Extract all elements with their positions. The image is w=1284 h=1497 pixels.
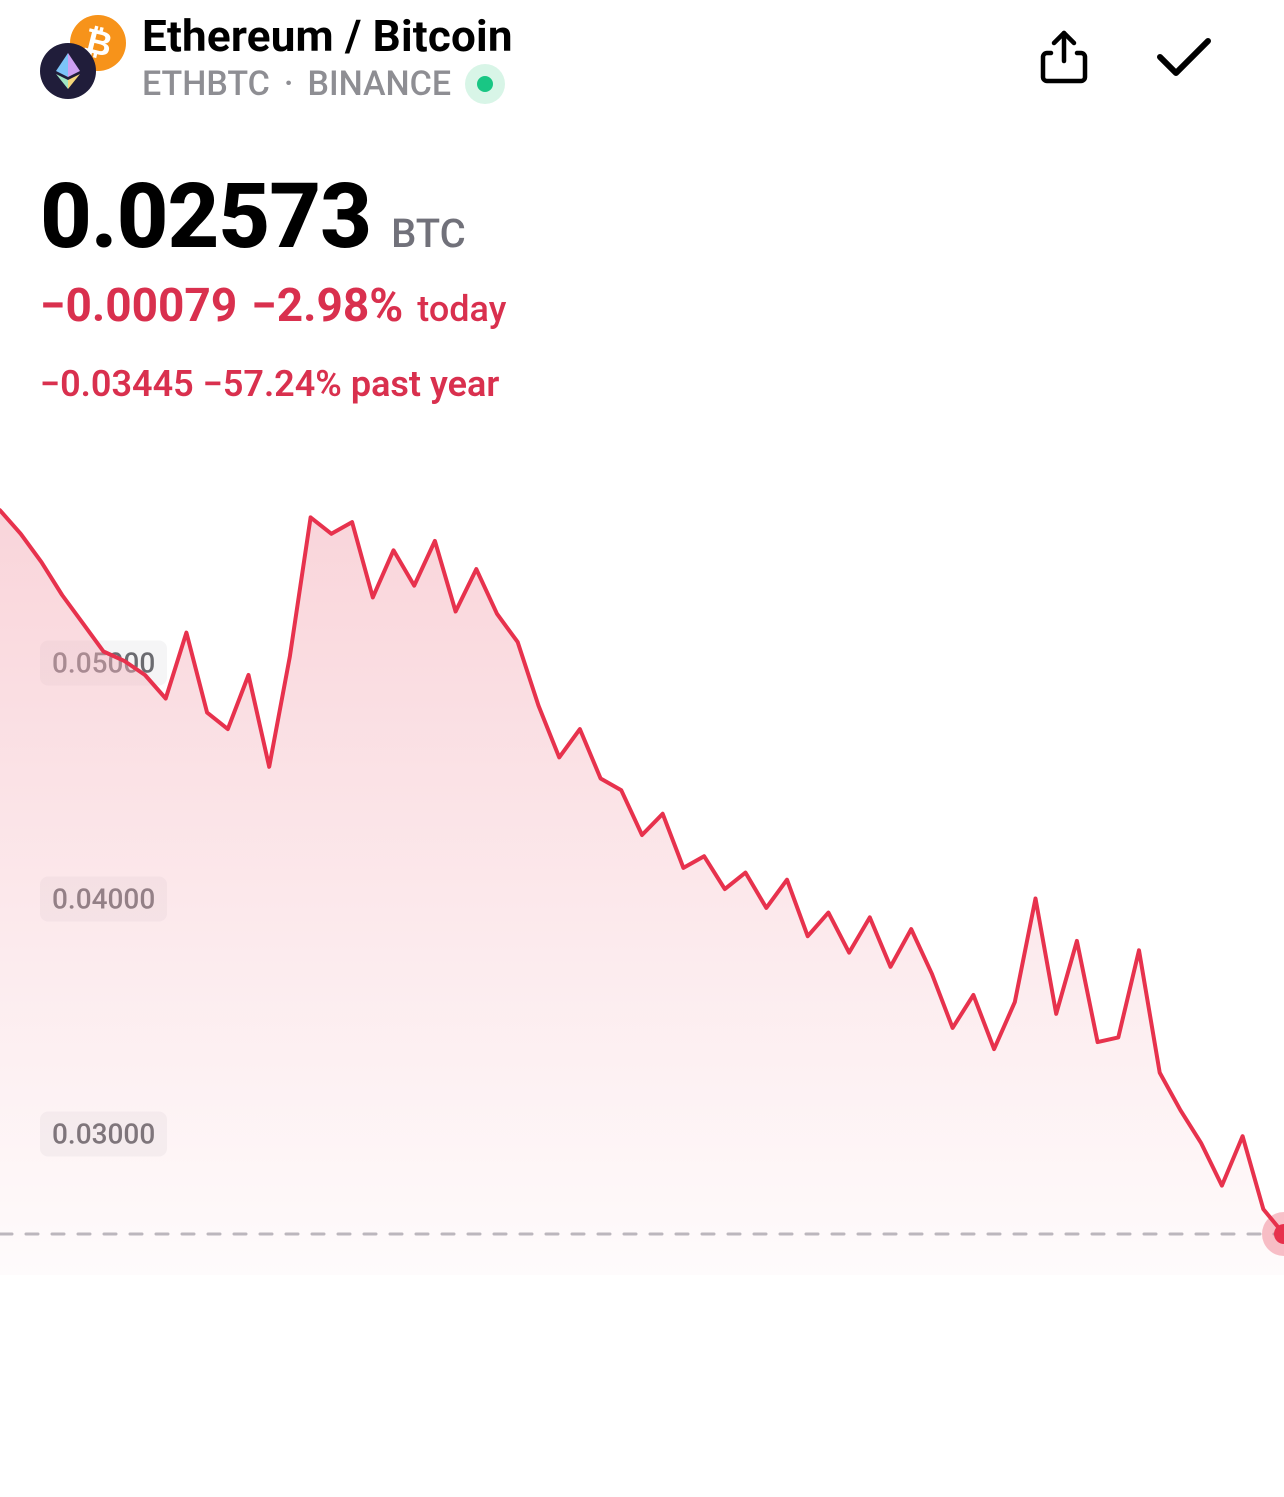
confirm-button[interactable]	[1154, 27, 1214, 87]
separator-dot: ·	[284, 64, 294, 104]
share-icon	[1039, 29, 1089, 85]
pair-symbol: ETHBTC	[142, 64, 270, 104]
pair-subtitle: ETHBTC · BINANCE	[142, 64, 1034, 104]
change-today-label: today	[417, 288, 506, 330]
chart-endpoint	[1274, 1224, 1284, 1244]
header-actions	[1034, 27, 1214, 87]
change-today-pct: −2.98%	[251, 279, 403, 333]
price-row: 0.02573 BTC	[40, 164, 1244, 269]
change-today-abs: −0.00079	[40, 279, 237, 333]
market-status-dot	[477, 76, 493, 92]
price-unit: BTC	[391, 210, 466, 257]
market-status-badge	[465, 64, 505, 104]
change-past-year: −0.03445 −57.24% past year	[40, 363, 1244, 405]
ethereum-icon	[40, 43, 96, 99]
pair-logo: ₿	[40, 15, 130, 99]
current-price: 0.02573	[40, 164, 371, 269]
change-year-pct: −57.24%	[203, 363, 342, 405]
price-stats: 0.02573 BTC −0.00079 −2.98% today −0.034…	[0, 104, 1284, 405]
exchange-name: BINANCE	[308, 64, 452, 104]
title-block: Ethereum / Bitcoin ETHBTC · BINANCE	[142, 10, 1034, 104]
change-year-label: past year	[351, 363, 499, 405]
change-year-abs: −0.03445	[40, 363, 194, 405]
price-chart[interactable]: 0.050000.040000.03000	[0, 475, 1284, 1275]
ethereum-glyph	[55, 51, 81, 91]
chart-area-fill	[0, 510, 1284, 1275]
share-button[interactable]	[1034, 27, 1094, 87]
change-today: −0.00079 −2.98% today	[40, 279, 1244, 333]
pair-title: Ethereum / Bitcoin	[142, 10, 1034, 62]
chart-svg	[0, 475, 1284, 1275]
header-bar: ₿ Ethereum / Bitcoin ETHBTC · BINANCE	[0, 0, 1284, 104]
checkmark-icon	[1154, 35, 1214, 79]
